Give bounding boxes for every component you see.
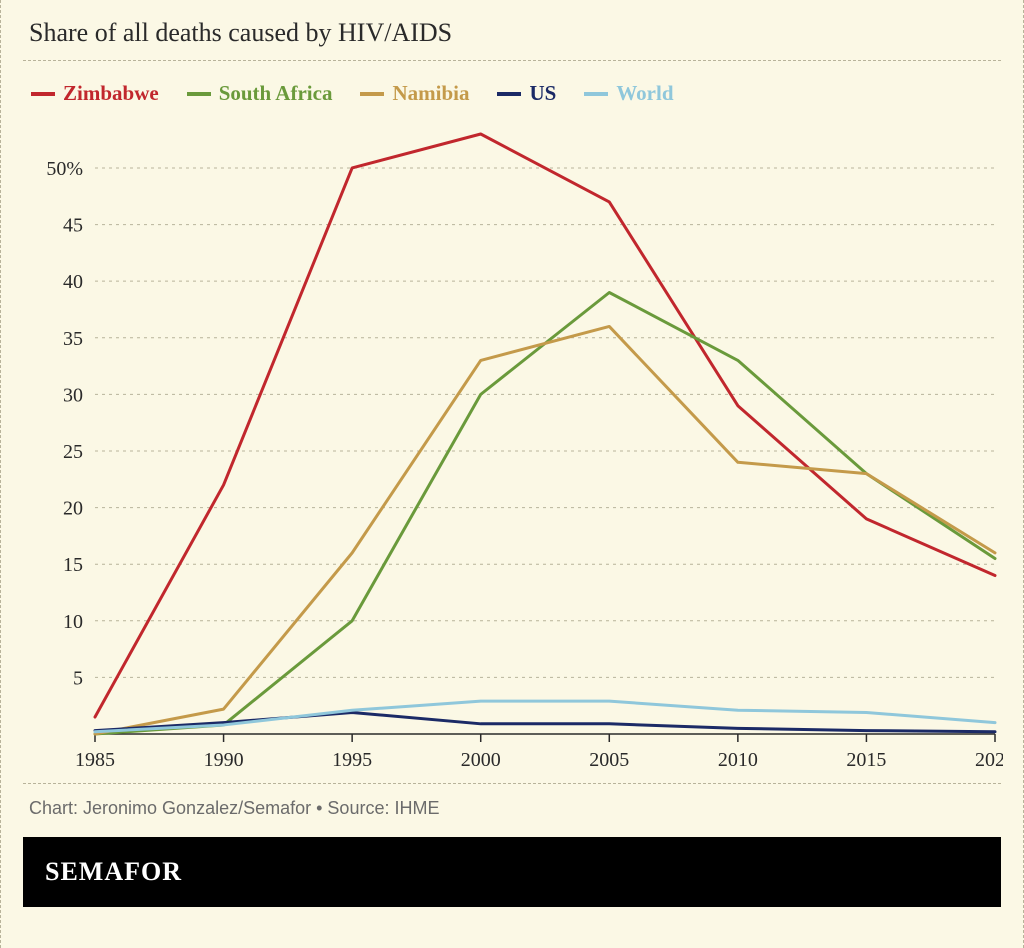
legend: Zimbabwe South Africa Namibia US World: [1, 61, 1023, 120]
y-tick-label: 20: [63, 498, 83, 520]
legend-label: World: [616, 81, 673, 106]
y-tick-label: 25: [63, 441, 83, 463]
chart-credit: Chart: Jeronimo Gonzalez/Semafor • Sourc…: [1, 784, 1023, 837]
line-chart-svg: 5 10 15 20 25 30 35 40 45 50% 1985 1990 1995 2000 2005…: [23, 128, 1003, 778]
legend-item: Namibia: [360, 81, 469, 106]
brand-label: SEMAFOR: [45, 857, 182, 886]
x-tick-label: 1995: [332, 749, 372, 771]
legend-swatch: [360, 92, 384, 96]
y-tick-label: 10: [63, 611, 83, 633]
x-tick-label: 2015: [846, 749, 886, 771]
x-tick-label: 1990: [204, 749, 244, 771]
series-line: [95, 326, 995, 734]
legend-item: World: [584, 81, 673, 106]
series-line: [95, 701, 995, 732]
y-tick-label: 35: [63, 328, 83, 350]
legend-item: South Africa: [187, 81, 333, 106]
brand-bar: SEMAFOR: [23, 837, 1001, 907]
legend-item: Zimbabwe: [31, 81, 159, 106]
legend-label: South Africa: [219, 81, 333, 106]
x-tick-label: 2005: [589, 749, 629, 771]
legend-swatch: [584, 92, 608, 96]
y-tick-label: 45: [63, 215, 83, 237]
series-line: [95, 134, 995, 717]
legend-swatch: [31, 92, 55, 96]
legend-label: US: [529, 81, 556, 106]
chart-container: Share of all deaths caused by HIV/AIDS Z…: [0, 0, 1024, 948]
x-tick-label: 2000: [461, 749, 501, 771]
plot-area: 5 10 15 20 25 30 35 40 45 50% 1985 1990 1995 2000 2005…: [23, 128, 1001, 783]
x-tick-label: 2020: [975, 749, 1003, 771]
legend-item: US: [497, 81, 556, 106]
y-tick-label: 50%: [46, 158, 83, 180]
legend-label: Namibia: [392, 81, 469, 106]
y-tick-label: 5: [73, 667, 83, 689]
y-tick-label: 30: [63, 384, 83, 406]
chart-title: Share of all deaths caused by HIV/AIDS: [1, 0, 1023, 60]
legend-label: Zimbabwe: [63, 81, 159, 106]
x-tick-label: 1985: [75, 749, 115, 771]
y-tick-label: 15: [63, 554, 83, 576]
legend-swatch: [187, 92, 211, 96]
series-line: [95, 712, 995, 731]
x-tick-label: 2010: [718, 749, 758, 771]
y-tick-label: 40: [63, 271, 83, 293]
legend-swatch: [497, 92, 521, 96]
